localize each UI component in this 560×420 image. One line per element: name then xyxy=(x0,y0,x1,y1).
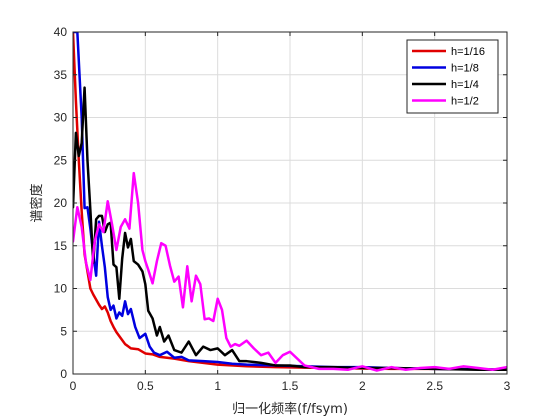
y-tick-label-6: 30 xyxy=(54,111,68,125)
x-tick-label-0: 0 xyxy=(70,379,77,393)
legend-label-2: h=1/8 xyxy=(451,63,479,75)
y-tick-label-2: 10 xyxy=(54,282,68,296)
legend-label-3: h=1/4 xyxy=(451,79,479,91)
y-tick-label-7: 35 xyxy=(54,68,68,82)
x-tick-label-6: 3 xyxy=(504,379,511,393)
y-axis-label: 谱密度 xyxy=(29,183,45,222)
legend: h=1/16 h=1/8 h=1/4 h=1/2 xyxy=(406,39,499,114)
x-tick-label-4: 2 xyxy=(359,379,366,393)
legend-label-4: h=1/2 xyxy=(451,96,479,108)
x-tick-label-1: 0.5 xyxy=(137,379,154,393)
x-tick-label-5: 2.5 xyxy=(426,379,443,393)
y-axis-ticks: 0 5 10 15 20 25 30 35 40 xyxy=(54,25,507,381)
series-line-4 xyxy=(73,171,507,372)
y-tick-label-1: 5 xyxy=(60,324,67,338)
y-tick-label-3: 15 xyxy=(54,239,68,253)
x-tick-label-2: 1 xyxy=(214,379,221,393)
y-tick-label-4: 20 xyxy=(54,196,68,210)
y-tick-label-5: 25 xyxy=(54,153,68,167)
series-line-3 xyxy=(73,86,507,371)
y-tick-label-0: 0 xyxy=(60,367,67,381)
x-tick-label-3: 1.5 xyxy=(282,379,299,393)
x-axis-label: 归一化频率(f/fsym) xyxy=(232,401,348,417)
series-layer xyxy=(73,32,507,372)
x-axis-ticks: 0 0.5 1 1.5 2 2.5 3 xyxy=(70,32,511,393)
legend-label-1: h=1/16 xyxy=(451,46,485,58)
y-tick-label-8: 40 xyxy=(54,25,68,39)
